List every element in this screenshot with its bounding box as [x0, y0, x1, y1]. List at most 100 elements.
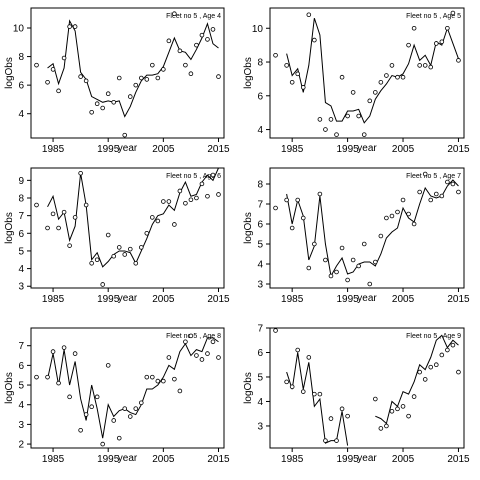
observed-point — [72, 24, 78, 29]
observed-point — [306, 12, 312, 18]
observed-point — [194, 353, 199, 358]
observed-point — [345, 413, 350, 419]
observed-point — [273, 205, 278, 211]
y-tick-label: 6 — [18, 229, 24, 240]
y-tick-label: 5 — [257, 240, 263, 251]
x-axis-label: year — [118, 453, 138, 464]
observed-point — [289, 79, 295, 85]
observed-point — [345, 113, 350, 119]
observed-point — [50, 349, 56, 354]
y-axis-label: logObs — [4, 212, 15, 244]
observed-point — [183, 62, 188, 68]
observed-point — [373, 396, 378, 402]
observed-point — [284, 379, 289, 385]
observed-point — [445, 179, 450, 185]
observed-point — [400, 74, 406, 80]
observed-point — [61, 345, 67, 350]
observed-point — [361, 132, 367, 137]
observed-point — [34, 202, 39, 208]
observed-point — [373, 259, 378, 265]
observed-point — [45, 225, 50, 231]
observed-point — [72, 215, 78, 220]
y-tick-label: 6 — [18, 361, 24, 372]
observed-point — [356, 113, 361, 119]
x-tick-label: 2005 — [392, 294, 415, 305]
observed-point — [67, 24, 72, 29]
y-axis-label: logObs — [4, 372, 15, 404]
observed-point — [300, 85, 306, 90]
x-tick-label: 1985 — [281, 294, 304, 305]
observed-point — [127, 414, 133, 419]
observed-point — [61, 209, 67, 215]
observed-point — [83, 78, 89, 84]
observed-point — [194, 195, 199, 201]
panel-1: 1985 1995 2005 2015 4 6 8 10 year logObs Fleet no … — [4, 7, 230, 155]
x-tick-label: 2015 — [447, 294, 470, 305]
observed-point — [328, 117, 334, 122]
observed-point — [177, 188, 183, 194]
y-tick-label: 4 — [257, 397, 263, 408]
observed-point — [284, 63, 289, 68]
x-tick-label: 1985 — [42, 294, 65, 305]
x-tick-label: 1985 — [42, 144, 65, 155]
observed-point — [417, 63, 422, 68]
y-tick-label: 5 — [18, 381, 24, 392]
observed-point — [450, 181, 456, 187]
observed-point — [317, 191, 323, 197]
observed-point — [183, 200, 188, 206]
x-tick-label: 2015 — [447, 144, 470, 155]
x-tick-label: 2015 — [207, 294, 230, 305]
panel-3: 1985 1995 2005 2015 3 4 5 6 7 8 9 year logObs Fleet n… — [4, 167, 230, 305]
observed-point — [389, 213, 395, 219]
observed-point — [328, 273, 334, 279]
fitted-line — [286, 17, 459, 124]
observed-point — [122, 252, 128, 257]
observed-point — [439, 352, 445, 358]
observed-point — [273, 328, 278, 333]
x-axis-label: year — [357, 143, 377, 154]
observed-point — [300, 215, 306, 221]
observed-point — [188, 71, 194, 77]
y-tick-label: 3 — [257, 280, 263, 291]
x-tick-label: 1995 — [336, 294, 359, 305]
observed-point — [172, 376, 177, 382]
x-tick-label: 1995 — [97, 294, 120, 305]
observed-point — [378, 426, 384, 431]
y-tick-label: 4 — [257, 260, 263, 271]
observed-point — [334, 269, 339, 275]
x-tick-label: 1995 — [336, 454, 359, 465]
observed-point — [273, 52, 278, 58]
observed-point — [433, 41, 439, 46]
observed-point — [312, 391, 317, 397]
fitted-line — [47, 19, 219, 118]
x-tick-label: 1985 — [281, 144, 304, 155]
observed-point — [150, 215, 155, 220]
y-tick-label: 8 — [257, 180, 263, 191]
observed-point — [384, 215, 389, 221]
observed-point — [166, 38, 172, 44]
observed-point — [155, 75, 161, 81]
x-tick-label: 1985 — [281, 454, 304, 465]
observed-point — [367, 98, 373, 104]
y-tick-label: 2 — [18, 440, 24, 451]
observed-point — [339, 245, 345, 251]
observed-point — [406, 413, 411, 419]
y-tick-label: 9 — [18, 176, 24, 187]
plot-frame — [269, 167, 465, 289]
observed-point — [389, 408, 395, 414]
y-tick-label: 10 — [13, 24, 25, 35]
observed-point — [300, 389, 306, 394]
x-axis-label: year — [357, 453, 377, 464]
observed-point — [312, 37, 317, 43]
observed-point — [89, 260, 94, 266]
observed-point — [317, 391, 323, 397]
observed-point — [395, 74, 400, 80]
observed-point — [138, 245, 144, 250]
observed-point — [89, 404, 94, 409]
y-tick-label: 4 — [18, 400, 24, 411]
y-tick-label: 6 — [257, 220, 263, 231]
observed-point — [161, 67, 166, 72]
observed-point — [105, 232, 111, 238]
panel-title: Fleet no 5 , Age 7 — [406, 173, 461, 180]
y-axis-label: logObs — [243, 212, 254, 244]
